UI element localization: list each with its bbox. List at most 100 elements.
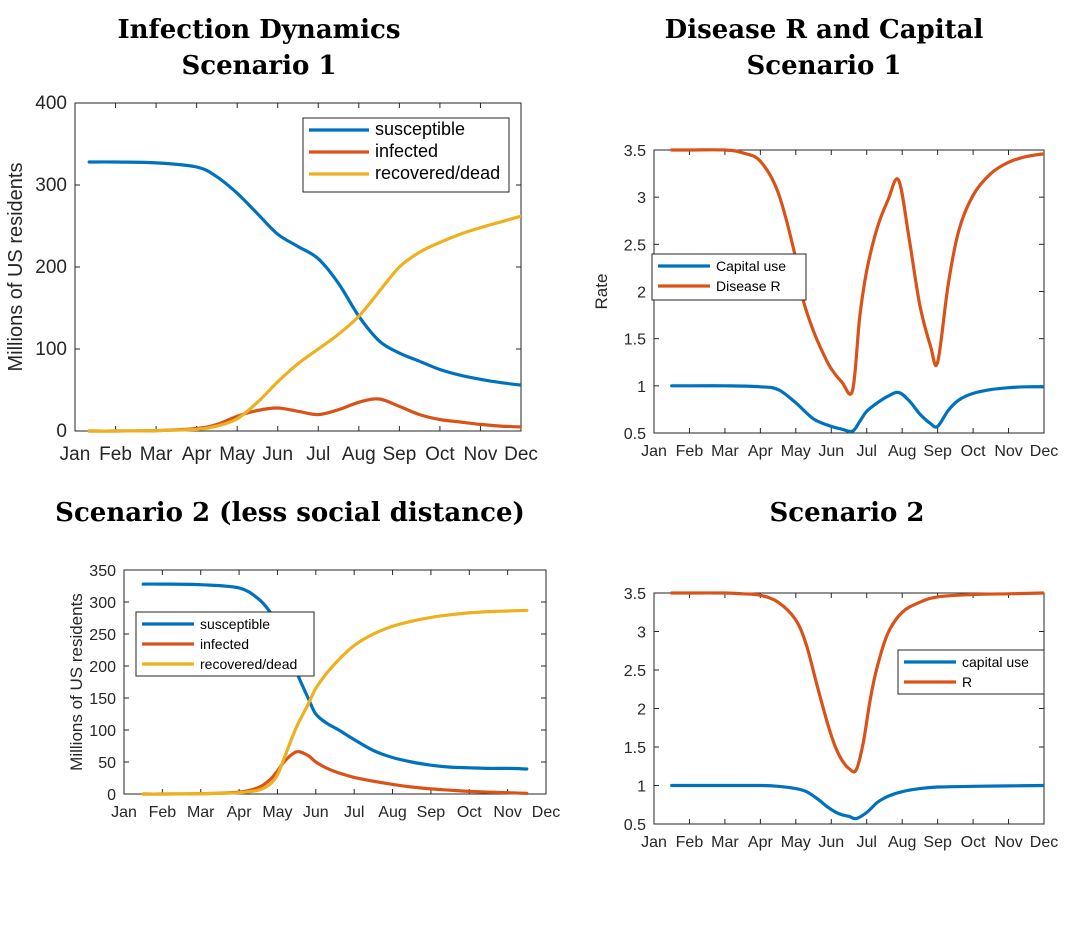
x-tick-label: Apr (227, 804, 253, 821)
y-tick-label: 0 (107, 787, 116, 804)
y-tick-label: 300 (35, 175, 67, 196)
x-tick-label: Sep (382, 444, 416, 465)
y-tick-label: 2.5 (624, 663, 646, 680)
legend: capital use R (897, 649, 1045, 695)
x-tick-label: Oct (961, 443, 986, 460)
x-tick-label: Jul (857, 834, 877, 851)
series-line-infected (141, 750, 529, 796)
x-tick-label: Sep (923, 834, 952, 851)
y-tick-label: 1.5 (624, 332, 646, 349)
y-tick-label: 1.5 (624, 740, 646, 757)
x-tick-label: Oct (425, 444, 455, 465)
legend-label: susceptible (200, 616, 270, 632)
y-tick-label: 200 (89, 659, 116, 676)
x-tick-label: Oct (457, 804, 482, 821)
series-line-disease-r (670, 148, 1044, 396)
series-line-recovered-dead (87, 214, 521, 433)
legend-label: infected (375, 141, 438, 161)
x-tick-label: Apr (748, 443, 774, 460)
chart-title: Scenario 2 (770, 498, 925, 528)
x-tick-label: Jan (641, 443, 667, 460)
y-tick-label: 0 (56, 421, 67, 442)
chart-panel-3: Scenario 2 (less social distance) Jan Feb M… (55, 498, 560, 821)
x-tick-label: Sep (923, 443, 952, 460)
x-tick-label: Jan (641, 834, 667, 851)
y-tick-label: 0.5 (624, 817, 646, 834)
y-tick-label: 2.5 (624, 237, 646, 254)
y-axis-label: Rate (592, 274, 611, 310)
y-tick-label: 3.5 (624, 586, 646, 603)
y-tick-label: 100 (89, 723, 116, 740)
x-tick-label: Feb (99, 444, 132, 465)
y-tick-label: 250 (89, 627, 116, 644)
x-tick-label: Jun (818, 443, 844, 460)
y-tick-label: 0.5 (624, 426, 646, 443)
x-tick-label: Mar (187, 804, 215, 821)
series-line-infected (87, 397, 521, 433)
chart-panel-2: Disease R and Capital Scenario 1 Jan Feb Mar… (592, 15, 1058, 460)
y-tick-label: 100 (35, 339, 67, 360)
x-tick-label: Nov (994, 443, 1022, 460)
x-tick-label: Jun (262, 444, 293, 465)
chart-panel-1: Infection Dynamics Scenario 1 Jan Feb Mar Apr… (5, 15, 538, 465)
x-tick-label: Jul (857, 443, 877, 460)
x-tick-label: Mar (711, 834, 739, 851)
x-tick-label: Aug (888, 443, 916, 460)
x-tick-label: Jan (60, 444, 91, 465)
y-tick-label: 50 (98, 755, 116, 772)
legend-label: R (962, 674, 972, 690)
x-tick-label: May (781, 443, 811, 460)
y-tick-label: 2 (637, 702, 646, 719)
x-tick-label: Dec (532, 804, 560, 821)
x-tick-label: Apr (748, 834, 774, 851)
x-tick-label: Jul (344, 804, 364, 821)
series-line-susceptible (141, 582, 529, 771)
y-tick-label: 1 (637, 379, 646, 396)
y-tick-label: 350 (89, 563, 116, 580)
x-tick-label: Apr (182, 444, 212, 465)
legend-box (897, 649, 1045, 695)
y-axis-label: Millions of US residents (67, 593, 86, 771)
x-tick-label: Sep (417, 804, 446, 821)
y-tick-label: 3 (637, 625, 646, 642)
series-line-recovered-dead (141, 608, 529, 796)
legend-label: capital use (962, 654, 1029, 670)
x-tick-label: Aug (378, 804, 406, 821)
x-tick-label: May (781, 834, 811, 851)
legend: Capital use Disease R (651, 253, 807, 301)
legend: susceptible infected recovered/dead (135, 611, 315, 677)
x-tick-label: Jun (818, 834, 844, 851)
x-tick-label: Nov (464, 444, 498, 465)
series-line-capital-use (670, 384, 1044, 434)
legend-label: susceptible (375, 119, 465, 139)
chart-title: Infection Dynamics (117, 15, 400, 45)
x-tick-label: Dec (1030, 443, 1058, 460)
x-tick-label: Jul (306, 444, 330, 465)
y-tick-label: 3 (637, 190, 646, 207)
series-line-capital-use (670, 783, 1044, 821)
x-tick-label: Oct (961, 834, 986, 851)
chart-title: Scenario 2 (less social distance) (55, 498, 525, 528)
y-tick-label: 400 (35, 93, 67, 114)
x-tick-label: Dec (504, 444, 538, 465)
y-tick-label: 300 (89, 595, 116, 612)
series-line-susceptible (87, 160, 521, 387)
x-tick-label: Dec (1030, 834, 1058, 851)
x-tick-label: Mar (140, 444, 173, 465)
x-tick-label: Aug (342, 444, 376, 465)
chart-title: Scenario 1 (747, 51, 902, 81)
chart-title: Disease R and Capital (665, 15, 984, 45)
plot-frame (123, 569, 547, 795)
y-tick-label: 2 (637, 285, 646, 302)
x-tick-label: Aug (888, 834, 916, 851)
legend-label: Disease R (716, 278, 781, 294)
plot-frame (653, 592, 1045, 825)
legend-label: Capital use (716, 258, 786, 274)
x-tick-label: Nov (994, 834, 1022, 851)
x-tick-label: Jan (111, 804, 137, 821)
y-tick-label: 200 (35, 257, 67, 278)
x-tick-label: May (219, 444, 255, 465)
y-tick-label: 3.5 (624, 143, 646, 160)
